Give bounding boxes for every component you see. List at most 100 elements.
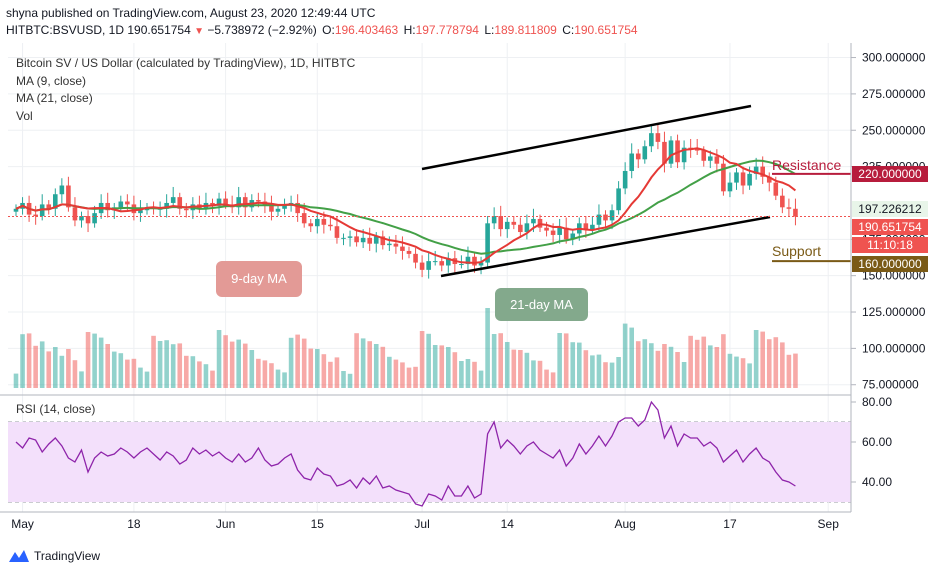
volume-bar [111,351,117,388]
ma21-callout: 21-day MA [495,288,588,321]
candle-body [256,200,261,202]
volume-bar [262,360,268,388]
volume-bar [727,353,733,388]
volume-bar [242,343,248,388]
candle-body [583,223,589,230]
ma9-line [15,147,797,264]
volume-bar [321,354,327,388]
candle-body [511,221,517,225]
volume-bar [524,352,530,388]
volume-bar [288,337,294,388]
candle-body [439,261,445,266]
volume-bar [367,341,372,388]
candle-body [459,264,464,266]
time-tick-label: 14 [501,517,515,531]
candle-body [629,153,634,171]
candle-body [590,224,595,230]
candle-body [72,207,78,221]
volume-bar [747,363,752,388]
rsi-legend: RSI (14, close) [16,402,96,416]
rsi-line [15,400,796,507]
volume-bar [596,354,602,388]
footer: TradingView [8,548,100,564]
close-value: 190.651754 [574,23,638,37]
volume-bar [780,342,785,388]
candle-body [400,246,405,251]
candle-body [531,218,536,224]
volume-bar [465,359,471,388]
volume-bar [675,352,680,388]
time-tick-label: Sep [818,517,840,531]
volume-bar [138,367,143,388]
volume-bar [459,361,464,388]
volume-bar [20,334,25,388]
price-channel [421,104,771,278]
price-tick-label: 300.000000 [862,51,926,65]
volume-bar [229,341,235,388]
volume-bar [413,366,418,388]
last-price: 190.651754 [127,23,191,37]
publish-line: shyna published on TradingView.com, Augu… [6,6,376,20]
volume-bar [688,335,693,388]
volume-bar [354,333,359,388]
volume-bar [249,350,255,388]
high-label: H: [403,23,416,37]
candle-body [393,243,399,247]
high-value: 197.778794 [415,23,479,37]
rsi-tick-label: 40.00 [862,475,892,489]
volume-bar [511,349,517,388]
volume-bar [59,355,65,388]
volume-bar [544,369,549,388]
volume-bar [714,347,720,388]
volume-bar [144,371,150,388]
support-price-tag: 160.000000 [852,256,928,272]
candle-body [786,207,792,209]
candle-body [125,201,130,205]
candle-body [360,237,366,243]
volume-bar [793,353,798,388]
candle-body [727,182,733,192]
time-tick-label: Aug [614,517,635,531]
candle-body [59,185,65,195]
volume-bar [256,358,261,388]
candle-body [216,198,222,206]
volume-bar [563,333,569,388]
candle-body [315,218,320,227]
candle-body [85,216,91,224]
candle-body [308,223,314,227]
moving-averages [15,147,797,264]
candle-body [753,166,759,174]
volume-bar [766,339,772,388]
volume-bar [328,361,333,388]
candle-body [570,233,576,240]
candle-body [334,226,340,238]
candle-body [563,227,569,240]
candle-body [373,236,379,244]
volume-bar [13,373,19,388]
volume-bar [419,331,425,388]
price-tick-label: 275.000000 [862,87,926,101]
volume-bar [347,373,353,388]
candle-body [478,262,484,266]
candle-body [766,176,772,183]
candle-body [138,210,143,214]
ohlc-line: HITBTC:BSVUSD, 1D 190.651754 ▼ −5.738972… [6,23,638,37]
volume-bar [635,341,641,388]
volume-bar [452,352,458,388]
ma21-price-tag: 197.226212 [852,201,928,217]
resistance-label: Resistance [772,157,842,173]
volume-bar [773,337,779,388]
tradingview-logo-icon [9,550,29,562]
volume-bar [223,335,228,388]
candle-body [177,197,183,209]
volume-bar [125,359,130,388]
candle-body [295,202,300,214]
candle-body [223,198,228,205]
price-change: −5.738972 (−2.92%) [207,23,317,37]
volume-bar [373,344,379,388]
candle-body [616,188,621,211]
candle-body [242,197,248,208]
volume-bar [550,372,556,388]
volume-bar [170,344,176,388]
